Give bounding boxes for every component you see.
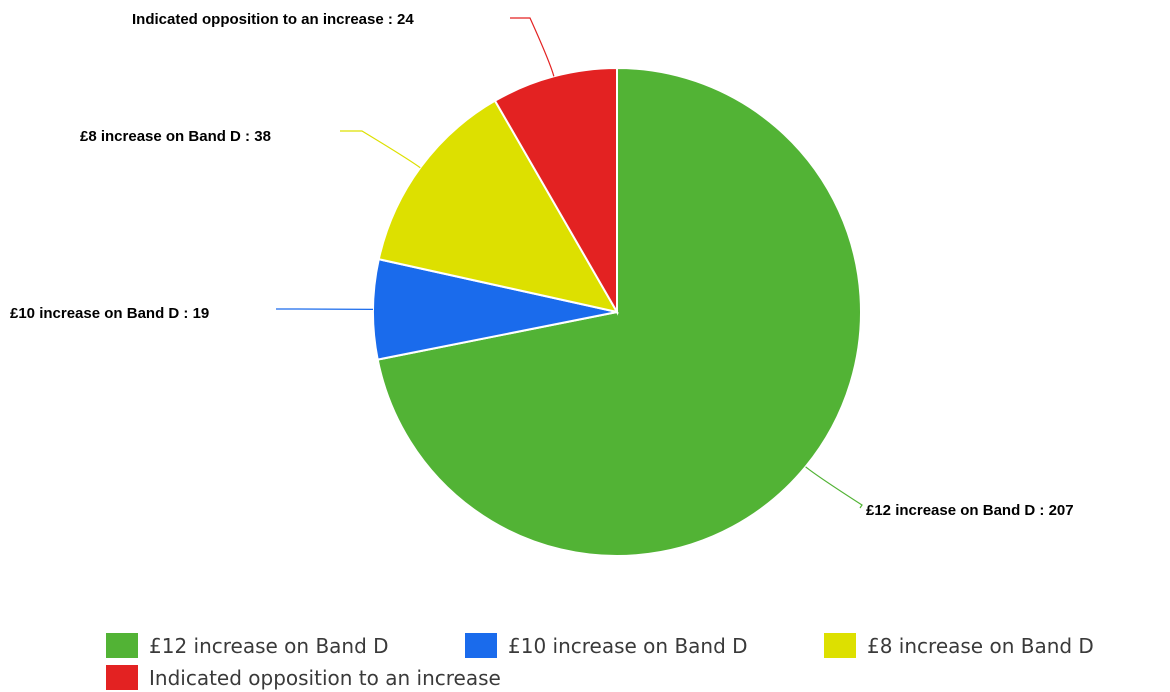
connector-opposition <box>510 18 554 76</box>
legend-label-8-increase: £8 increase on Band D <box>867 632 1094 660</box>
connector-8-increase <box>340 131 420 168</box>
connector-12-increase <box>806 467 862 508</box>
data-label-opposition: Indicated opposition to an increase : 24 <box>132 11 414 28</box>
legend-swatch-10-increase <box>465 633 497 658</box>
legend-swatch-opposition <box>106 665 138 690</box>
data-label-10-increase: £10 increase on Band D : 19 <box>10 305 209 322</box>
data-label-8-increase: £8 increase on Band D : 38 <box>80 128 271 145</box>
legend-swatch-12-increase <box>106 633 138 658</box>
data-label-12-increase: £12 increase on Band D : 207 <box>866 502 1074 519</box>
legend-label-opposition: Indicated opposition to an increase <box>149 664 501 692</box>
pie-slices <box>373 68 861 556</box>
legend-label-10-increase: £10 increase on Band D <box>508 632 748 660</box>
legend-swatch-8-increase <box>824 633 856 658</box>
legend-label-12-increase: £12 increase on Band D <box>149 632 389 660</box>
